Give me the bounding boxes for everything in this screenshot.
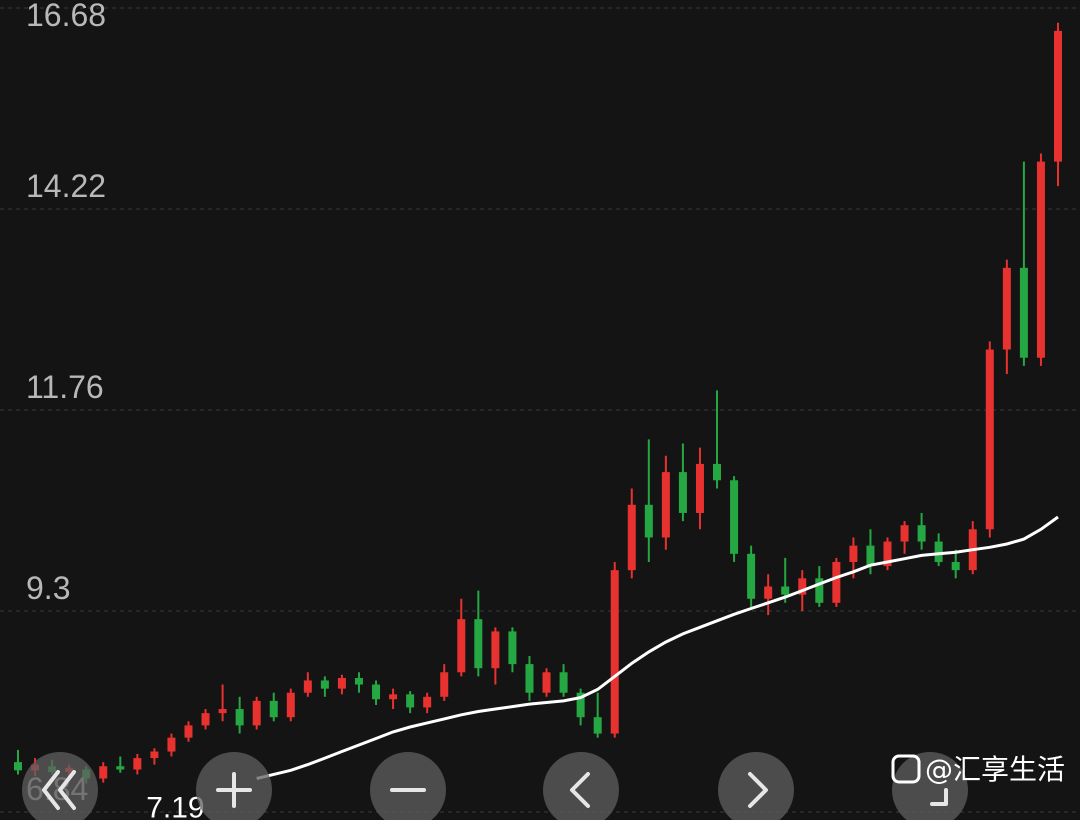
y-tick-label: 11.76 [26, 369, 104, 405]
candle-body [661, 472, 670, 538]
candle-body [610, 570, 619, 734]
candle-body [235, 709, 244, 726]
candle-body [372, 684, 381, 700]
candle-body [1036, 161, 1045, 358]
candle-body [559, 672, 568, 693]
candle-body [457, 619, 466, 673]
watermark: @汇享生活 [925, 753, 1065, 786]
candle-body [440, 672, 449, 697]
candle-body [354, 678, 363, 685]
candle-body [747, 553, 756, 599]
candle-body [917, 525, 926, 542]
candle-body [900, 525, 909, 542]
candle-body [542, 672, 551, 693]
scroll-left-button[interactable] [543, 752, 619, 820]
candle-body [576, 692, 585, 718]
y-tick-label: 9.3 [26, 570, 70, 606]
y-tick-label: 16.68 [26, 0, 106, 33]
candle-body [1002, 267, 1011, 350]
candle-body [1054, 30, 1062, 162]
candle-body [985, 349, 994, 530]
candle-body [286, 692, 295, 718]
candle-body [525, 664, 534, 693]
candle-body [491, 631, 500, 669]
scroll-right-button[interactable] [718, 752, 794, 820]
candle-body [508, 631, 517, 665]
candle-body [849, 545, 858, 562]
candle-body [730, 480, 739, 554]
candle-body [866, 545, 875, 567]
candle-body [337, 678, 346, 689]
candle-body [474, 619, 483, 669]
candle-body [218, 709, 227, 714]
plot-area [14, 22, 1062, 784]
candle-body [627, 504, 636, 571]
candle-body [815, 578, 824, 603]
watermark-icon [891, 754, 921, 784]
candle-body [150, 751, 159, 759]
candle-body [678, 472, 687, 513]
candle-body [1019, 267, 1028, 358]
candle-body [320, 680, 329, 689]
candle-body [133, 758, 142, 770]
candle-body [252, 700, 261, 726]
candle-body [201, 713, 210, 726]
scroll-start-button[interactable] [22, 752, 98, 820]
y-tick-label: 14.22 [26, 168, 106, 204]
candle-body [764, 586, 773, 599]
candle-body [644, 504, 653, 538]
candle-body [116, 766, 125, 770]
candle-body [832, 561, 841, 603]
candle-body [593, 717, 602, 734]
candle-body [389, 694, 398, 700]
moving-average-line [256, 515, 1059, 780]
candle-body [99, 766, 108, 779]
candle-body [934, 541, 943, 562]
candle-body [184, 725, 193, 738]
candle-body [406, 694, 415, 708]
candle-body [781, 586, 790, 595]
zoom-out-button[interactable] [370, 752, 446, 820]
candle-body [695, 463, 704, 513]
candle-body [14, 762, 22, 771]
candle-body [951, 561, 960, 571]
candle-body [798, 578, 807, 595]
candle-body [713, 463, 722, 481]
zoom-in-button[interactable] [196, 752, 272, 820]
candle-body [423, 696, 432, 708]
candle-body [883, 541, 892, 567]
candle-body [167, 737, 176, 752]
candle-body [269, 700, 278, 718]
low-price-label: 7.19 [146, 791, 204, 820]
candle-body [303, 680, 312, 693]
fullscreen-button[interactable] [892, 752, 968, 820]
